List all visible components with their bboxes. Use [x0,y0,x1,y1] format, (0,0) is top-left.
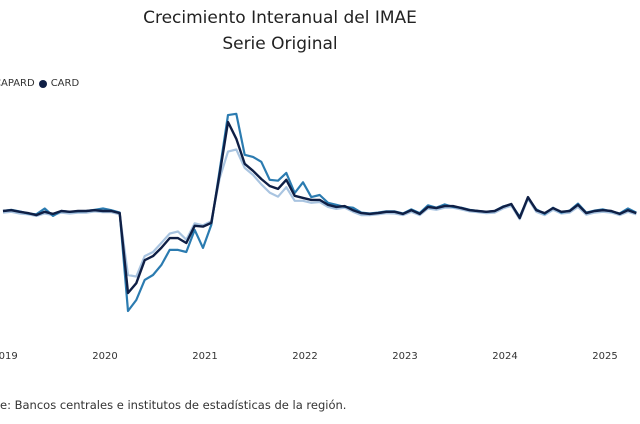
x-tick-label: 2020 [92,351,117,362]
x-tick-label: 2022 [292,351,317,362]
legend-label-capard: CAPARD [0,78,35,89]
series-line-card [2,120,637,295]
chart-title: Crecimiento Interanual del IMAE [143,8,417,28]
x-tick-label: 2025 [592,351,617,362]
legend: CAPARD CARD [0,78,79,89]
legend-label-card: CARD [50,78,80,89]
x-tick-label: 2023 [392,351,417,362]
x-tick-label: 2021 [192,351,217,362]
x-tick-label: 2019 [0,351,18,362]
x-tick-label: 2024 [492,351,517,362]
legend-marker-card [38,79,47,88]
chart-subtitle: Serie Original [222,34,338,54]
source-note: e: Bancos centrales e institutos de esta… [0,398,347,412]
